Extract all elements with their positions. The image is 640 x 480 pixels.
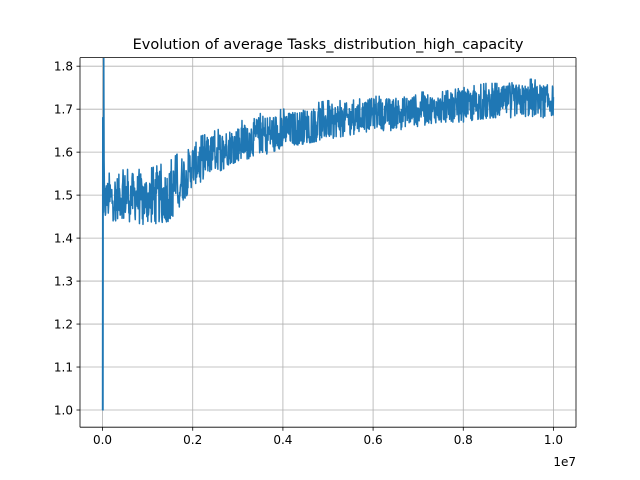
y-tick-label: 1.4 bbox=[54, 231, 73, 245]
y-tick-label: 1.5 bbox=[54, 188, 73, 202]
x-tick-label: 0.8 bbox=[454, 433, 473, 447]
y-tick-label: 1.8 bbox=[54, 59, 73, 73]
y-tick-label: 1.6 bbox=[54, 145, 73, 159]
x-tick-label: 0.4 bbox=[273, 433, 292, 447]
ticks-layer: 0.0 0.2 0.4 0.6 0.8 1.0 1.0 1.1 1.2 1.3 1.4 1.5 1.6 1… bbox=[54, 59, 563, 447]
y-tick-label: 1.7 bbox=[54, 102, 73, 116]
y-tick-label: 1.0 bbox=[54, 403, 73, 417]
y-tick-label: 1.2 bbox=[54, 317, 73, 331]
y-tick-label: 1.1 bbox=[54, 360, 73, 374]
x-tick-label: 1.0 bbox=[544, 433, 563, 447]
x-axis-offset-label: 1e7 bbox=[553, 455, 576, 469]
x-tick-label: 0.2 bbox=[183, 433, 202, 447]
y-tick-label: 1.3 bbox=[54, 274, 73, 288]
series-line bbox=[101, 57, 555, 411]
data-layer bbox=[101, 57, 555, 411]
chart-title: Evolution of average Tasks_distribution_… bbox=[133, 37, 524, 53]
axes-layer bbox=[79, 57, 577, 428]
x-tick-label: 0.6 bbox=[364, 433, 383, 447]
x-tick-label: 0.0 bbox=[93, 433, 112, 447]
